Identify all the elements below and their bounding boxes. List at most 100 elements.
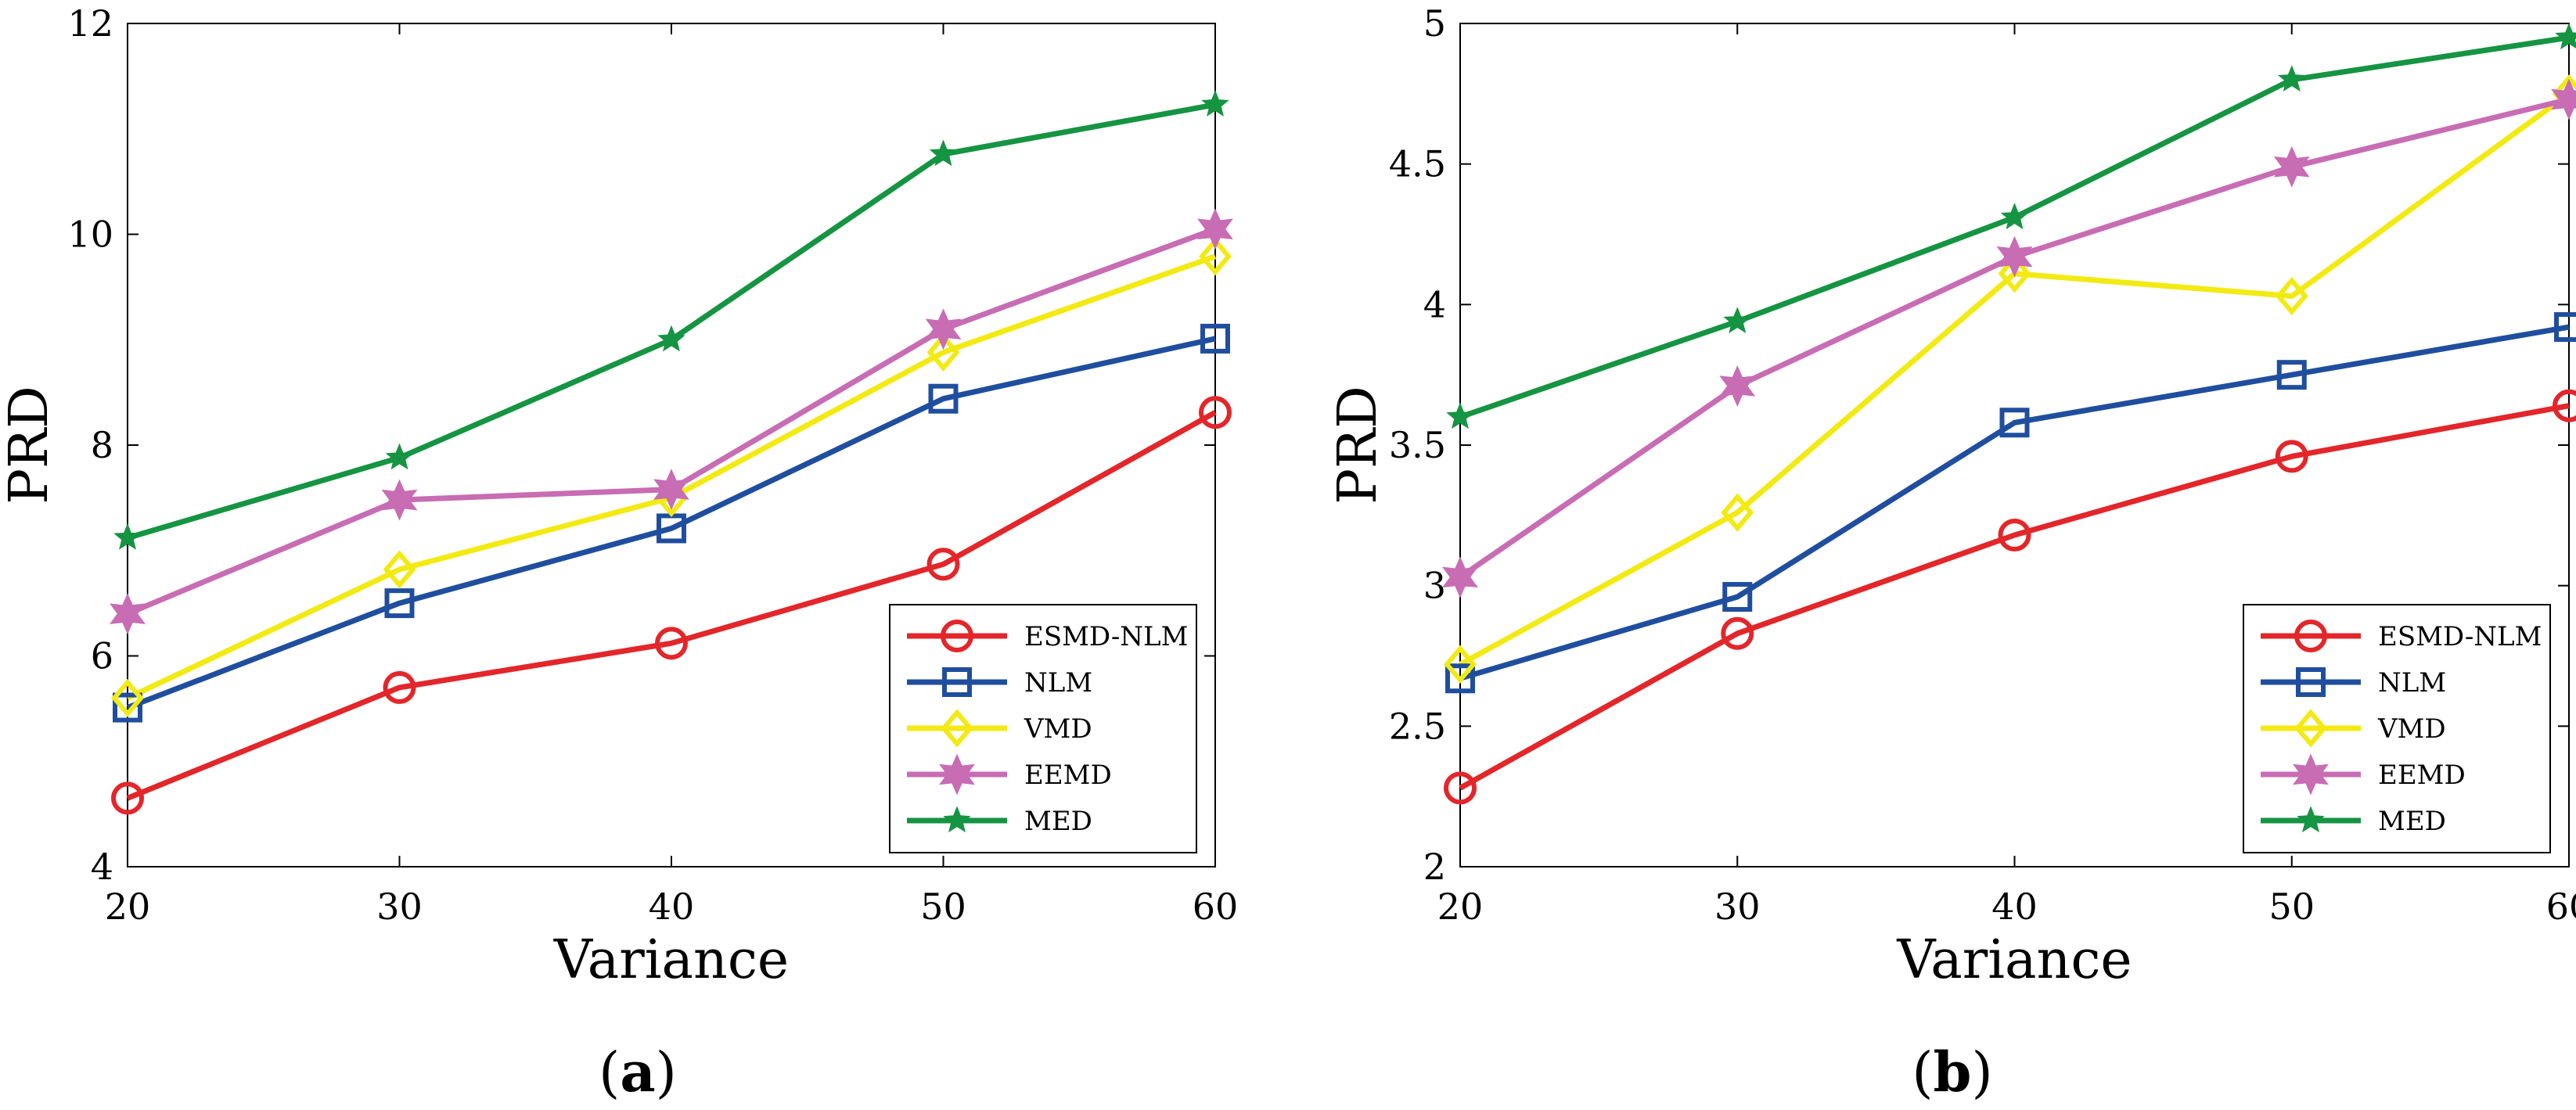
series-line-esmd-nlm xyxy=(126,410,1217,801)
series-line-vmd xyxy=(1459,91,2571,667)
legend-marker-vmd xyxy=(941,709,973,748)
y-tick-label: 6 xyxy=(91,635,113,677)
data-point-eemd xyxy=(653,469,689,511)
legend-label: NLM xyxy=(2378,667,2446,699)
data-point-med xyxy=(2555,23,2576,50)
chart-panel-b: 2 2.5 3 3.5 4 4.5 5 20 30 40 50 60 Variance PRD ESMD-N… xyxy=(1327,2,2576,1105)
data-point-med xyxy=(2000,203,2029,230)
x-tick-label: 20 xyxy=(1437,885,1484,928)
legend-marker-vmd xyxy=(2294,709,2327,748)
y-tick-label: 3.5 xyxy=(1389,424,1446,466)
data-point-nlm xyxy=(1722,582,1753,612)
legend-marker-med xyxy=(2297,806,2325,833)
y-tick-label: 2 xyxy=(1423,846,1446,888)
panel-caption: (a) xyxy=(599,1040,677,1105)
y-tick-label: 12 xyxy=(67,2,113,45)
legend-label: ESMD-NLM xyxy=(2378,621,2542,652)
data-point-eemd xyxy=(1719,365,1756,407)
legend-label: VMD xyxy=(1024,713,1092,745)
data-point-med xyxy=(113,523,142,550)
data-point-esmd-nlm xyxy=(1444,771,1477,805)
y-tick-label: 10 xyxy=(67,214,113,256)
legend-marker-nlm xyxy=(2296,667,2326,697)
data-point-nlm xyxy=(384,588,415,619)
data-point-nlm xyxy=(113,692,142,723)
data-point-med xyxy=(929,139,958,167)
series-line-eemd xyxy=(1459,96,2570,580)
x-tick-label: 30 xyxy=(376,885,423,928)
data-point-eemd xyxy=(925,308,962,350)
data-point-esmd-nlm xyxy=(2553,389,2576,422)
series-line-eemd xyxy=(126,226,1217,616)
legend-label: VMD xyxy=(2377,713,2446,745)
x-tick-label: 40 xyxy=(1991,885,2038,928)
data-point-vmd xyxy=(383,550,416,589)
y-tick-label: 4.5 xyxy=(1389,143,1446,185)
data-point-med xyxy=(657,325,685,352)
data-point-eemd xyxy=(2273,145,2310,188)
y-tick-label: 8 xyxy=(91,424,113,466)
y-tick-label: 4 xyxy=(1423,283,1446,325)
data-point-esmd-nlm xyxy=(1998,518,2031,551)
legend-marker-nlm xyxy=(942,667,972,697)
legend-label: EEMD xyxy=(1024,760,1112,791)
data-point-nlm xyxy=(1200,323,1230,354)
x-tick-label: 30 xyxy=(1714,885,1761,928)
series-line-nlm xyxy=(126,336,1216,710)
data-point-med xyxy=(1446,402,1474,429)
data-point-vmd xyxy=(926,332,960,372)
data-point-vmd xyxy=(111,678,144,718)
legend-marker-eemd xyxy=(2293,753,2329,796)
data-point-med xyxy=(2277,65,2306,92)
data-point-eemd xyxy=(1197,208,1233,250)
x-tick-label: 60 xyxy=(1193,885,1239,928)
data-point-med xyxy=(385,443,414,470)
data-point-esmd-nlm xyxy=(926,548,960,581)
data-point-nlm xyxy=(2554,312,2576,343)
panel-caption: (b) xyxy=(1912,1040,1993,1105)
x-tick-label: 40 xyxy=(649,885,695,928)
data-point-med xyxy=(1201,90,1229,117)
x-tick-label: 50 xyxy=(2268,885,2315,928)
legend-label: ESMD-NLM xyxy=(1024,621,1188,652)
data-point-eemd xyxy=(1996,235,2033,278)
legend: ESMD-NLM NLM VMD EEMD MED xyxy=(889,604,1197,853)
x-tick-label: 20 xyxy=(105,885,151,928)
legend-label: MED xyxy=(2378,806,2446,837)
y-tick-label: 2.5 xyxy=(1389,705,1446,747)
data-point-esmd-nlm xyxy=(111,781,144,815)
data-point-esmd-nlm xyxy=(383,670,416,704)
data-point-eemd xyxy=(110,593,146,635)
data-point-esmd-nlm xyxy=(1199,396,1232,429)
y-tick-label: 5 xyxy=(1423,2,1446,45)
data-point-nlm xyxy=(1999,408,2030,438)
x-axis-label: Variance xyxy=(1896,929,2132,991)
chart-panel-a: 4 6 8 10 12 20 30 40 50 60 Variance PRD ESMD-NLM NLM V… xyxy=(0,2,1238,1105)
data-point-nlm xyxy=(1445,663,1475,694)
y-tick-label: 4 xyxy=(91,846,113,888)
series-line-esmd-nlm xyxy=(1459,403,2570,791)
data-point-nlm xyxy=(2276,360,2307,390)
series-line-nlm xyxy=(1459,324,2570,681)
legend-label: EEMD xyxy=(2378,760,2466,791)
legend-marker-eemd xyxy=(939,753,975,796)
legend-marker-esmd-nlm xyxy=(941,620,973,652)
data-point-vmd xyxy=(1998,254,2031,293)
data-point-eemd xyxy=(2551,78,2576,120)
legend: ESMD-NLM NLM VMD EEMD MED xyxy=(2243,604,2551,853)
legend-marker-med xyxy=(943,806,971,833)
data-point-vmd xyxy=(1721,493,1754,532)
data-point-esmd-nlm xyxy=(655,627,688,660)
x-tick-label: 60 xyxy=(2546,885,2576,928)
y-tick-label: 3 xyxy=(1423,565,1446,607)
data-point-eemd xyxy=(381,479,418,521)
data-point-vmd xyxy=(2275,276,2308,316)
data-point-vmd xyxy=(1199,237,1232,276)
data-point-esmd-nlm xyxy=(1721,616,1754,650)
legend-label: MED xyxy=(1024,806,1092,837)
data-point-med xyxy=(1723,307,1752,333)
legend-marker-esmd-nlm xyxy=(2294,620,2327,652)
legend-label: NLM xyxy=(1024,667,1092,699)
data-point-esmd-nlm xyxy=(2275,440,2308,473)
x-axis-label: Variance xyxy=(553,929,789,991)
